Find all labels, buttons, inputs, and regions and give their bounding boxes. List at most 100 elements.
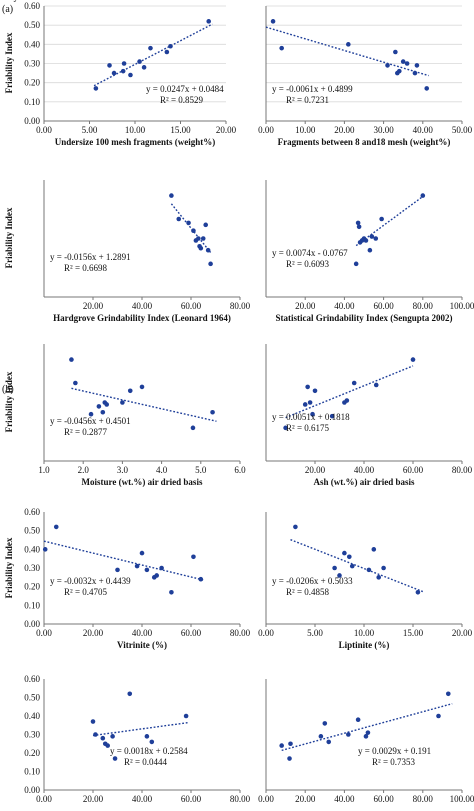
chart-8-r-squared: R² = 0.4858: [286, 587, 330, 597]
chart-4-trendline: [355, 194, 426, 247]
chart-9-data-point: [127, 691, 133, 697]
chart-3-data-point: [169, 193, 174, 198]
chart-5-data-point: [104, 402, 110, 407]
chart-10-data-point: [436, 713, 441, 719]
chart-5-x-tick-label: 5.0: [195, 465, 207, 475]
chart-10-data-point: [318, 734, 324, 739]
chart-1-data-point: [107, 63, 112, 68]
chart-1-data-point: [128, 72, 133, 78]
chart-7-data-point: [53, 524, 59, 530]
chart-4-x-tick-label: 20.00: [295, 301, 316, 311]
chart-1-data-point: [141, 65, 147, 70]
chart-8-data-point: [415, 589, 421, 595]
chart-1-x-tick-label: 15.00: [170, 125, 191, 135]
chart-9-y-tick-label: 0.40: [24, 711, 40, 721]
chart-7-x-tick-label: 80.00: [230, 628, 251, 638]
chart-3-data-point: [176, 216, 182, 222]
chart-4-data-point: [369, 234, 375, 239]
chart-7-data-point: [198, 576, 204, 582]
chart-3-data-point: [198, 245, 204, 251]
chart-6-data-point: [310, 411, 315, 417]
chart-8-data-point: [376, 575, 382, 580]
chart-6-data-point: [305, 384, 310, 390]
chart-5-data-point: [73, 380, 78, 386]
chart-2-data-point: [414, 63, 420, 68]
chart-5-trendline: [71, 387, 217, 422]
chart-2-data-point: [400, 59, 406, 64]
chart-10-equation: y = 0.0029x + 0.191: [358, 746, 431, 756]
chart-7-y-tick-label: 0.50: [24, 526, 40, 536]
chart-4-data-point: [356, 224, 362, 230]
chart-3-data-point: [200, 236, 206, 241]
chart-1-y-tick-label: 0.30: [24, 59, 40, 69]
chart-1-y-tick-label: 0.20: [24, 78, 40, 88]
chart-7-x-axis-label: Vitrinite (%): [117, 640, 167, 650]
chart-6-data-point: [283, 425, 288, 431]
chart-6-trendline: [285, 365, 414, 419]
chart-2-data-point: [279, 45, 284, 51]
chart-1-x-axis-label: Undersize 100 mesh fragments (weight%): [55, 137, 215, 147]
chart-4-r-squared: R² = 0.6093: [286, 259, 330, 269]
chart-2-x-axis-label: Fragments between 8 and18 mesh (weight%): [278, 137, 451, 147]
chart-5-data-point: [120, 400, 125, 405]
chart-6-r-squared: R² = 0.6175: [286, 423, 330, 433]
chart-7-data-point: [169, 589, 174, 595]
chart-10-data-point: [322, 721, 328, 726]
chart-6-x-tick-label: 60.00: [403, 465, 424, 475]
chart-5-data-point: [96, 404, 102, 409]
chart-7-data-point: [134, 563, 140, 569]
chart-5-data-point: [100, 409, 106, 415]
chart-2-data-point: [393, 49, 398, 55]
chart-10-r-squared: R² = 0.7353: [372, 757, 416, 767]
chart-7-y-tick-label: 0.30: [24, 563, 40, 573]
chart-3-data-point: [205, 247, 211, 253]
chart-2-data-point: [346, 42, 351, 47]
chart-9-equation: y = 0.0018x + 0.2584: [110, 746, 188, 756]
chart-2-data-point: [270, 19, 276, 24]
chart-6-equation: y = 0.0051x + 0.1818: [272, 412, 350, 422]
chart-2-x-tick-label: 30.00: [373, 125, 394, 135]
chart-2-x-tick-label: 10.00: [295, 125, 316, 135]
chart-5-equation: y = -0.0456x + 0.4501: [50, 416, 131, 426]
chart-9-x-tick-label: 20.00: [83, 794, 104, 804]
chart-7-x-tick-label: 40.00: [132, 628, 153, 638]
chart-6-data-point: [373, 382, 379, 388]
chart-10-x-tick-label: 60.00: [373, 794, 394, 804]
chart-4-data-point: [373, 236, 379, 241]
chart-4-x-axis-label: Statistical Grindability Index (Sengupta…: [275, 313, 452, 323]
chart-9-r-squared: R² = 0.0444: [124, 757, 168, 767]
chart-5-x-tick-label: 4.0: [156, 465, 168, 475]
chart-1-data-point: [168, 43, 173, 49]
chart-4-equation: y = 0.0074x - 0.0767: [272, 248, 348, 258]
chart-9-y-tick-label: 0.30: [24, 730, 40, 740]
chart-1-data-point: [120, 68, 126, 74]
chart-4-data-point: [367, 247, 373, 253]
chart-5-data-point: [139, 384, 145, 390]
chart-2-x-tick-label: 0.00: [258, 125, 274, 135]
chart-3-x-tick-label: 60.00: [181, 301, 202, 311]
chart-1-data-point: [93, 86, 99, 91]
chart-6-x-tick-label: 20.00: [305, 465, 326, 475]
chart-1-y-axis-label: Friability Index: [4, 32, 14, 93]
chart-3-equation: y = -0.0156x + 1.2891: [50, 252, 131, 262]
chart-7-data-point: [159, 565, 164, 571]
chart-4-x-tick-label: 80.00: [413, 301, 434, 311]
chart-3-data-point: [186, 220, 191, 226]
chart-8-x-tick-label: 0.00: [258, 628, 274, 638]
chart-3-data-point: [203, 222, 208, 228]
chart-7-y-axis-label: Friability Index: [4, 537, 14, 598]
chart-7-data-point: [144, 567, 150, 573]
chart-9-y-axis-label: Friability Index: [0, 0, 43, 2]
chart-9-data-point: [112, 756, 118, 761]
chart-5-data-point: [210, 409, 215, 415]
chart-6-data-point: [307, 400, 313, 405]
chart-4-data-point: [379, 216, 384, 222]
chart-1-y-tick-label: 0.10: [24, 97, 40, 107]
chart-9-data-point: [105, 743, 110, 748]
chart-10-data-point: [445, 691, 451, 697]
chart-10-x-tick-label: 80.00: [413, 794, 434, 804]
chart-1-r-squared: R² = 0.8529: [160, 95, 204, 105]
chart-10-data-point: [288, 741, 293, 747]
chart-2-x-tick-label: 40.00: [413, 125, 434, 135]
chart-5-data-point: [88, 411, 94, 417]
